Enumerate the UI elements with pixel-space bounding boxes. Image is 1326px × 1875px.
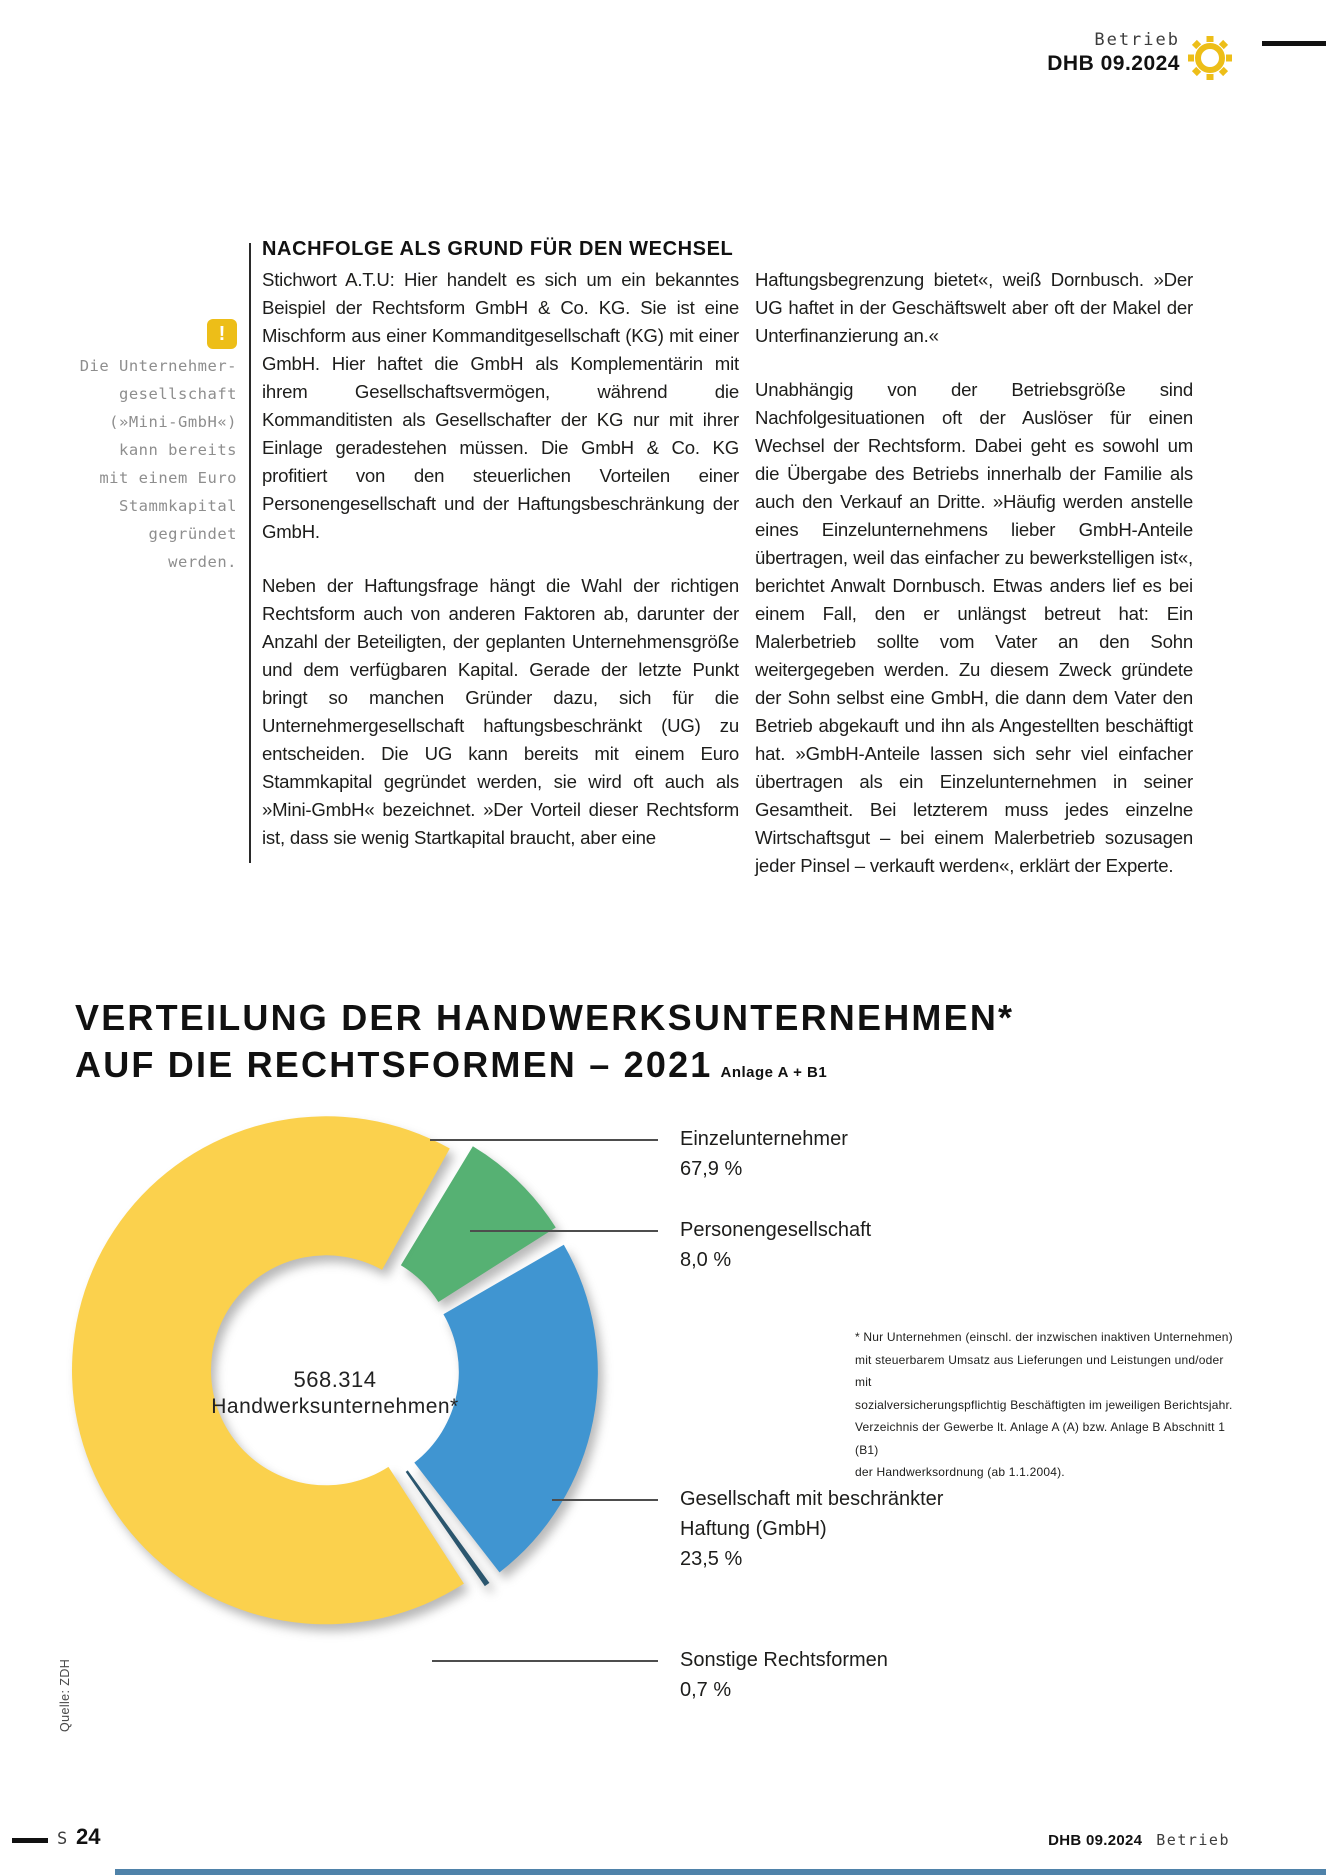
donut-center-text: 568.314 Handwerksunternehmen*	[175, 1366, 495, 1420]
chart-source: Quelle: ZDH	[58, 1658, 72, 1732]
page-bottom-bar	[115, 1869, 1326, 1875]
leader-line-sonstige	[432, 1660, 658, 1662]
chart-title-line2: AUF DIE RECHTSFORMEN – 2021	[75, 1044, 713, 1085]
donut-segment-2	[414, 1244, 598, 1573]
header-section-label: Betrieb	[1094, 30, 1180, 50]
donut-segment-1	[400, 1146, 556, 1302]
article-paragraph: Unabhängig von der Betriebsgröße sind Na…	[755, 379, 1193, 876]
gear-icon	[1188, 36, 1232, 80]
chart-label-einzelunternehmer: Einzelunternehmer 67,9 %	[680, 1128, 848, 1180]
chart-title-suffix: Anlage A + B1	[720, 1064, 828, 1081]
chart-label-personengesellschaft: Personengesellschaft 8,0 %	[680, 1219, 872, 1271]
leader-line-personengesellschaft	[470, 1230, 658, 1232]
article-heading: NACHFOLGE ALS GRUND FÜR DEN WECHSEL	[262, 238, 734, 260]
article-column-2: Haftungsbegrenzung bietet«, weiß Dornbus…	[755, 266, 1193, 906]
chart-footnote: * Nur Unternehmen (einschl. der inzwisch…	[855, 1330, 1233, 1479]
header-issue-label: DHB 09.2024	[1047, 52, 1180, 75]
footer-right: DHB 09.2024 Betrieb	[0, 1831, 1230, 1849]
footer-page-label: S	[57, 1829, 68, 1849]
donut-segment-0	[72, 1116, 464, 1625]
donut-chart	[72, 1116, 598, 1625]
donut-center-label: Handwerksunternehmen*	[211, 1395, 459, 1418]
footer-section-label: Betrieb	[1156, 1831, 1230, 1849]
chart-label-sonstige: Sonstige Rechtsformen 0,7 %	[680, 1649, 888, 1701]
leader-line-einzelunternehmer	[430, 1139, 658, 1141]
article-column-1: Stichwort A.T.U: Hier handelt es sich um…	[262, 266, 739, 878]
chart-title: VERTEILUNG DER HANDWERKSUNTERNEHMEN* AUF…	[75, 994, 1014, 1096]
footer-issue-label: DHB 09.2024	[1048, 1832, 1143, 1849]
article-paragraph: Stichwort A.T.U: Hier handelt es sich um…	[262, 269, 739, 542]
chart-title-line1: VERTEILUNG DER HANDWERKSUNTERNEHMEN*	[75, 997, 1015, 1038]
article-paragraph: Haftungsbegrenzung bietet«, weiß Dornbus…	[755, 269, 1193, 346]
footer-dash	[12, 1838, 48, 1843]
callout-text: Die Unternehmer- gesellschaft (»Mini-Gmb…	[79, 357, 237, 571]
leader-line-gmbh	[552, 1499, 658, 1501]
chart-label-gmbh: Gesellschaft mit beschränkter Haftung (G…	[680, 1488, 944, 1570]
column-divider	[249, 243, 251, 863]
donut-center-value: 568.314	[293, 1367, 377, 1392]
article-paragraph: Neben der Haftungsfrage hängt die Wahl d…	[262, 575, 739, 848]
alert-icon: !	[207, 319, 237, 349]
footer-page-number: 24	[76, 1824, 101, 1849]
header-rule	[1262, 41, 1326, 46]
donut-segment-3	[405, 1470, 490, 1587]
